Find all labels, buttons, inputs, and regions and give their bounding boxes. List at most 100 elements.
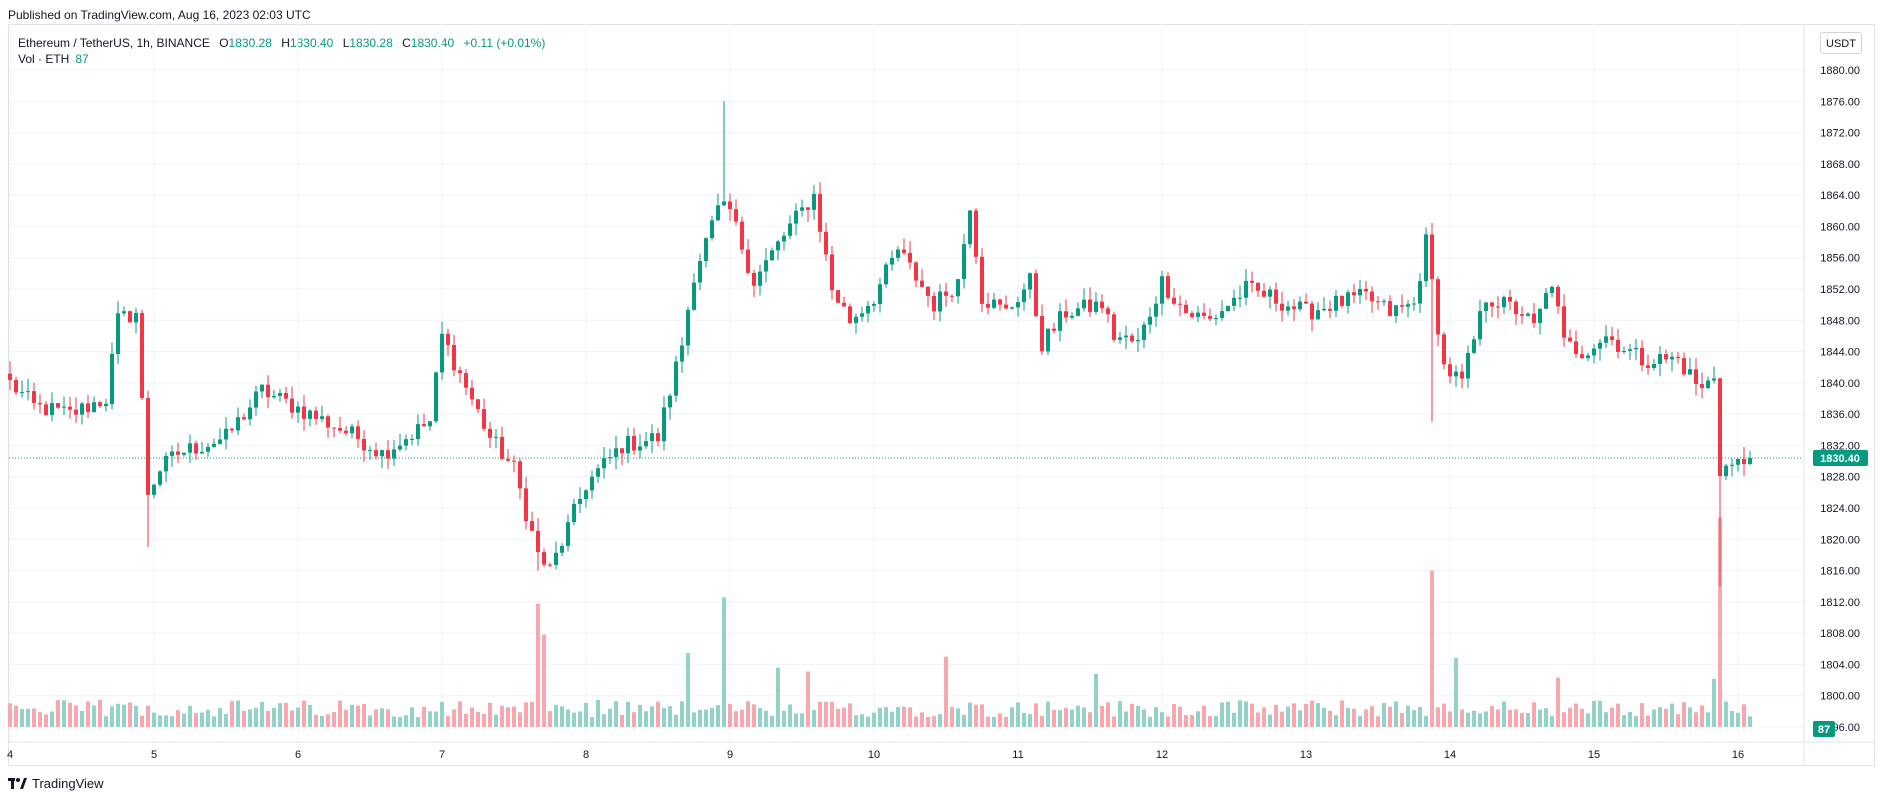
- volume-bar: [362, 703, 366, 727]
- candle-body: [674, 361, 678, 396]
- volume-bar: [716, 705, 720, 727]
- volume-bar: [1394, 701, 1398, 727]
- candle-body: [1304, 301, 1308, 304]
- time-tick-label: 6: [295, 749, 301, 761]
- candle-body: [1694, 369, 1698, 385]
- candle-body: [1670, 356, 1674, 360]
- volume-bar: [1100, 705, 1104, 727]
- candle-body: [1412, 303, 1416, 305]
- volume-bar: [1082, 707, 1086, 727]
- candle-body: [242, 417, 246, 420]
- volume-bar: [776, 667, 780, 727]
- candle-body: [1652, 364, 1656, 368]
- candle-body: [344, 430, 348, 434]
- candle-body: [812, 193, 816, 210]
- candle-body: [158, 471, 162, 485]
- volume-bar: [320, 715, 324, 727]
- candle-body: [764, 260, 768, 272]
- volume-bar: [218, 708, 222, 727]
- volume-bar: [1604, 712, 1608, 727]
- candle-body: [1202, 312, 1206, 316]
- candle-body: [290, 398, 294, 413]
- candle-body: [374, 450, 378, 457]
- volume-bar: [92, 705, 96, 727]
- volume-bar: [1640, 703, 1644, 727]
- volume-bar: [1736, 712, 1740, 727]
- candle-body: [836, 290, 840, 303]
- volume-bar: [896, 706, 900, 727]
- candle-body: [218, 439, 222, 444]
- candle-body: [692, 282, 696, 310]
- candle-body: [1640, 347, 1644, 366]
- volume-bar: [692, 712, 696, 727]
- volume-bar: [1424, 715, 1428, 727]
- candle-body: [1262, 290, 1266, 297]
- volume-bar: [626, 701, 630, 727]
- candle-body: [452, 344, 456, 371]
- volume-bar: [1586, 713, 1590, 727]
- candle-body: [956, 279, 960, 297]
- volume-label: Vol · ETH: [18, 52, 70, 66]
- candle-body: [1520, 314, 1524, 316]
- candle-body: [686, 309, 690, 346]
- candle-body: [878, 284, 882, 304]
- candle-body: [20, 392, 24, 394]
- candle-body: [278, 392, 282, 396]
- volume-bar: [404, 715, 408, 727]
- candle-body: [1010, 307, 1014, 309]
- volume-bar: [1568, 707, 1572, 727]
- candle-body: [398, 445, 402, 450]
- volume-bar: [902, 706, 906, 727]
- candle-body: [1496, 306, 1500, 308]
- candle-body: [80, 403, 84, 415]
- currency-button[interactable]: USDT: [1820, 32, 1862, 54]
- candle-body: [170, 451, 174, 456]
- candle-body: [1370, 291, 1374, 302]
- volume-bar: [836, 708, 840, 727]
- candle-body: [470, 387, 474, 400]
- time-tick-label: 5: [151, 749, 157, 761]
- candle-body: [698, 261, 702, 283]
- candle-body: [1736, 459, 1740, 465]
- candle-body: [1358, 288, 1362, 296]
- volume-bar: [842, 707, 846, 727]
- volume-bar: [188, 705, 192, 727]
- candle-body: [68, 406, 72, 410]
- volume-bar: [20, 708, 24, 727]
- candle-body: [416, 424, 420, 439]
- candle-body: [908, 252, 912, 263]
- candle-body: [482, 409, 486, 429]
- volume-bar: [770, 715, 774, 727]
- volume-bar: [1550, 715, 1554, 727]
- volume-bar: [1742, 704, 1746, 727]
- volume-bar: [1190, 715, 1194, 727]
- candle-body: [998, 299, 1002, 305]
- volume-bar: [1298, 710, 1302, 727]
- candle-body: [566, 522, 570, 546]
- volume-bar: [122, 704, 126, 727]
- candle-body: [1100, 301, 1104, 309]
- volume-bar: [1076, 705, 1080, 727]
- candle-body: [926, 286, 930, 296]
- volume-bar: [764, 710, 768, 727]
- candle-body: [1604, 336, 1608, 343]
- volume-bar: [1328, 710, 1332, 727]
- time-tick-label: 12: [1156, 749, 1168, 761]
- volume-bar: [1466, 712, 1470, 727]
- candle-body: [800, 207, 804, 211]
- candle-body: [1448, 364, 1452, 377]
- volume-bar: [392, 716, 396, 727]
- candle-body: [338, 428, 342, 431]
- low-label: L: [342, 36, 350, 50]
- candle-body: [236, 417, 240, 431]
- candle-body: [590, 476, 594, 491]
- last-price-label: 1830.40: [1820, 453, 1860, 465]
- volume-bar: [278, 703, 282, 727]
- price-tick-label: 1856.00: [1820, 253, 1860, 265]
- volume-bar: [1436, 707, 1440, 727]
- candle-body: [74, 409, 78, 415]
- volume-bar: [860, 714, 864, 727]
- volume-bar: [866, 716, 870, 727]
- volume-bar: [1256, 712, 1260, 727]
